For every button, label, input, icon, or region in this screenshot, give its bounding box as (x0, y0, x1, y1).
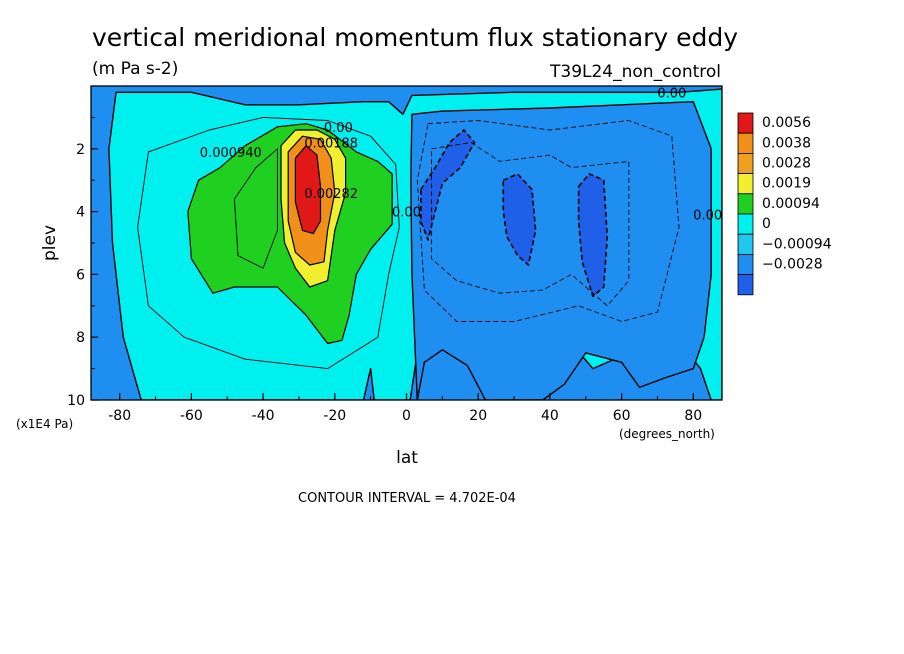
x-tick-label: -40 (252, 408, 275, 424)
y-tick-label: 10 (67, 393, 85, 409)
contour-label: 0.00 (693, 209, 722, 224)
colorbar-level-label: −0.00094 (762, 236, 832, 252)
x-tick-label: 0 (402, 408, 411, 424)
x-tick-label: -80 (108, 408, 131, 424)
plot-area: 0.00 0.00 0.000940 0.00188 0.00282 0.00 0.00 (91, 86, 722, 400)
contour-interval: CONTOUR INTERVAL = 4.702E-04 (298, 491, 516, 506)
x-axis: -80 -60 -40 -20 0 20 40 60 80 (108, 393, 702, 424)
region-negative-core-1 (420, 129, 476, 241)
contour-line-green-inner (233, 148, 278, 269)
x-tick-label: -60 (180, 408, 203, 424)
colorbar-box (737, 274, 754, 296)
x-axis-units: (degrees_north) (619, 427, 715, 441)
colorbar-box (737, 132, 754, 154)
contour-label: 0.00 (324, 121, 353, 136)
region-negative-core-2 (502, 173, 537, 266)
contour-label: 0.00 (657, 86, 686, 101)
colorbar-level-label: 0.0038 (762, 135, 811, 151)
chart-units: (m Pa s-2) (92, 59, 178, 79)
colorbar-box (737, 253, 754, 275)
region-negative-core-3 (577, 173, 609, 298)
colorbar-box (737, 233, 754, 255)
colorbar-box (737, 173, 754, 195)
x-tick-label: -20 (323, 408, 346, 424)
colorbar: 0.0056 0.0038 0.0028 0.0019 0.00094 0 −0.00094… (737, 112, 832, 296)
chart-title: vertical meridional momentum flux statio… (92, 23, 738, 52)
x-tick-label: 20 (469, 408, 487, 424)
y-tick-label: 2 (76, 142, 85, 158)
region-negative-north (410, 101, 712, 400)
dataset-label: T39L24_non_control (549, 62, 721, 82)
contour-line-north-mid (431, 142, 630, 307)
colorbar-box (737, 213, 754, 235)
colorbar-box (737, 193, 754, 215)
contour-line-positive-outer (137, 116, 400, 370)
y-tick-label: 4 (76, 205, 85, 221)
x-tick-label: 80 (684, 408, 702, 424)
region-red-maximum (294, 145, 322, 235)
contour-label: 0.00282 (304, 187, 358, 202)
contour-label: 0.00 (392, 206, 421, 221)
x-tick-label: 40 (541, 408, 559, 424)
contour-label: 0.000940 (200, 146, 262, 161)
colorbar-level-label: −0.0028 (762, 257, 823, 273)
colorbar-box (737, 152, 754, 174)
colorbar-box (737, 112, 754, 134)
colorbar-level-label: 0.0056 (762, 115, 811, 131)
y-axis-units: (x1E4 Pa) (16, 417, 73, 431)
colorbar-level-label: 0.0019 (762, 176, 811, 192)
colorbar-level-label: 0.00094 (762, 196, 820, 212)
contour-label: 0.00188 (304, 137, 358, 152)
x-tick-label: 60 (613, 408, 631, 424)
y-tick-label: 8 (76, 330, 85, 346)
y-axis-label: plev (40, 225, 60, 261)
y-tick-label: 6 (76, 267, 85, 283)
colorbar-level-label: 0.0028 (762, 156, 811, 172)
y-axis: 2 4 6 8 10 (67, 116, 98, 409)
colorbar-level-label: 0 (762, 216, 771, 232)
x-axis-label: lat (396, 448, 418, 468)
